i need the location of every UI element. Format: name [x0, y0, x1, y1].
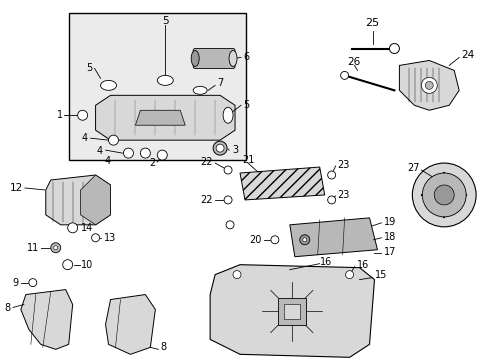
Text: 25: 25	[365, 18, 379, 28]
Circle shape	[216, 144, 224, 152]
Text: 23: 23	[337, 190, 349, 200]
Text: 4: 4	[104, 156, 110, 166]
Text: 5: 5	[243, 100, 249, 110]
Ellipse shape	[157, 75, 173, 85]
Polygon shape	[46, 175, 110, 225]
Text: 13: 13	[103, 233, 116, 243]
Circle shape	[224, 166, 232, 174]
Polygon shape	[81, 175, 110, 225]
Circle shape	[425, 81, 432, 89]
Text: 3: 3	[232, 145, 238, 155]
Text: 18: 18	[383, 232, 395, 242]
Text: 12: 12	[10, 183, 23, 193]
Circle shape	[327, 196, 335, 204]
Circle shape	[299, 235, 309, 245]
Circle shape	[270, 236, 278, 244]
Text: 16: 16	[356, 260, 368, 270]
Polygon shape	[135, 110, 185, 125]
Circle shape	[67, 223, 78, 233]
Bar	[277, 298, 305, 325]
Text: 9: 9	[13, 278, 19, 288]
Text: 26: 26	[347, 58, 360, 67]
Circle shape	[51, 243, 61, 253]
Circle shape	[213, 141, 226, 155]
Bar	[68, 13, 245, 160]
Text: 1: 1	[57, 110, 62, 120]
Ellipse shape	[193, 86, 207, 94]
Circle shape	[421, 77, 436, 93]
Text: 15: 15	[374, 270, 386, 280]
Circle shape	[411, 163, 475, 227]
Circle shape	[302, 238, 306, 242]
Text: 5: 5	[162, 15, 168, 26]
Circle shape	[29, 279, 37, 287]
Text: 22: 22	[200, 157, 213, 167]
Polygon shape	[399, 60, 458, 110]
Text: 27: 27	[406, 163, 419, 173]
Circle shape	[340, 71, 348, 80]
Text: 20: 20	[249, 235, 262, 245]
Text: 8: 8	[5, 302, 11, 312]
Text: 7: 7	[217, 78, 223, 88]
Bar	[283, 303, 299, 319]
Text: 11: 11	[26, 243, 39, 253]
Circle shape	[108, 135, 118, 145]
Circle shape	[224, 196, 232, 204]
Circle shape	[78, 110, 87, 120]
Circle shape	[62, 260, 73, 270]
Text: 10: 10	[81, 260, 93, 270]
Circle shape	[140, 148, 150, 158]
Text: 14: 14	[81, 223, 93, 233]
Polygon shape	[289, 218, 377, 257]
Text: 24: 24	[460, 50, 473, 60]
Text: 5: 5	[86, 63, 92, 73]
Circle shape	[54, 246, 58, 250]
Polygon shape	[105, 294, 155, 354]
Circle shape	[123, 148, 133, 158]
Text: 22: 22	[200, 195, 213, 205]
Text: 16: 16	[319, 257, 331, 267]
Text: 21: 21	[241, 155, 254, 165]
Text: 19: 19	[383, 217, 395, 227]
Text: 2: 2	[149, 158, 155, 168]
Polygon shape	[210, 265, 374, 357]
Ellipse shape	[191, 50, 199, 67]
Text: 4: 4	[81, 133, 87, 143]
Polygon shape	[95, 95, 235, 140]
Ellipse shape	[223, 107, 233, 123]
Polygon shape	[240, 167, 324, 200]
Text: 23: 23	[337, 160, 349, 170]
Circle shape	[225, 221, 234, 229]
Circle shape	[157, 150, 167, 160]
Text: 17: 17	[383, 247, 395, 257]
Text: 6: 6	[243, 53, 248, 63]
Circle shape	[345, 271, 353, 279]
Circle shape	[388, 44, 399, 54]
Circle shape	[91, 234, 100, 242]
Circle shape	[433, 185, 453, 205]
Ellipse shape	[228, 50, 237, 67]
Text: 4: 4	[96, 146, 102, 156]
FancyBboxPatch shape	[193, 49, 235, 68]
Circle shape	[422, 173, 465, 217]
Text: 8: 8	[160, 342, 166, 352]
Circle shape	[233, 271, 241, 279]
Polygon shape	[21, 289, 73, 349]
Ellipse shape	[101, 80, 116, 90]
Circle shape	[327, 171, 335, 179]
